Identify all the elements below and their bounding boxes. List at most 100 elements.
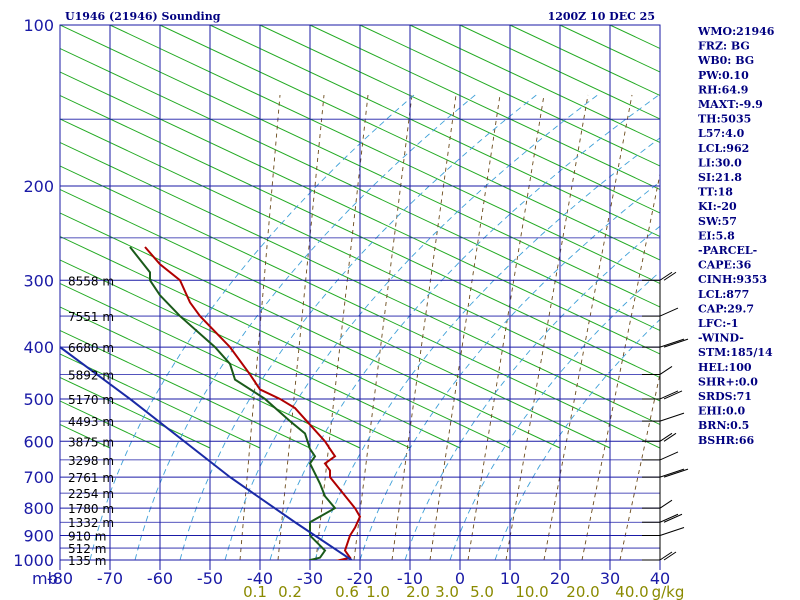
index-entry: MAXT:-9.9 <box>698 98 763 111</box>
moist-adiabat-line <box>224 94 598 560</box>
wind-barb <box>642 390 683 400</box>
height-label: 512 m <box>68 542 106 556</box>
y-tick-label: 1000 <box>13 551 54 570</box>
index-entry: SHR+:0.0 <box>698 375 758 388</box>
wind-barbs <box>642 271 689 561</box>
mixing-ratio-label: 10.0 <box>515 583 548 600</box>
x-tick-label: 0 <box>455 569 465 588</box>
wind-barb <box>642 551 677 561</box>
mixing-ratio-line <box>391 94 457 560</box>
moist-adiabat-line <box>404 225 660 560</box>
x-tick-label: -10 <box>397 569 423 588</box>
y-tick-label: 100 <box>23 16 54 35</box>
index-entry: WMO:21946 <box>697 25 775 38</box>
wind-barb-feather <box>663 513 683 523</box>
wind-barb-feather <box>663 338 689 348</box>
mixing-ratio-label: g/kg <box>652 583 685 600</box>
wind-barb-feather <box>663 271 677 281</box>
y-tick-label: 200 <box>23 177 54 196</box>
index-entry: BRN:0.5 <box>698 419 749 432</box>
height-label: 5170 m <box>68 393 114 407</box>
moist-adiabat-line <box>179 94 537 560</box>
mixing-ratio-line <box>505 94 589 560</box>
moist-adiabat-line <box>314 137 660 560</box>
height-label: 135 m <box>68 554 106 568</box>
x-tick-label: 40 <box>650 569 670 588</box>
wind-barb-feather <box>659 551 673 561</box>
wind-barb <box>642 307 679 317</box>
height-label: 1780 m <box>68 502 114 516</box>
height-label: 3875 m <box>68 435 114 449</box>
height-label: 2761 m <box>68 471 114 485</box>
x-tick-label: 20 <box>550 569 570 588</box>
index-entry: LI:30.0 <box>698 156 742 169</box>
index-entry: LCL:962 <box>698 142 749 155</box>
index-entry: FRZ: BG <box>698 40 750 53</box>
grid-lines <box>59 24 661 570</box>
mixing-ratio-line <box>467 94 545 560</box>
index-entry: SW:57 <box>698 215 737 228</box>
index-entry: CAP:29.7 <box>698 302 754 315</box>
moist-adiabat-line <box>494 318 660 560</box>
index-entry: STM:185/14 <box>698 346 773 359</box>
index-entry: SI:21.8 <box>698 171 742 184</box>
mixing-ratio-label: 2.0 <box>406 583 430 600</box>
pressure-unit-label: mb <box>32 569 58 588</box>
index-entry: TT:18 <box>698 186 733 199</box>
wind-barb-feather <box>659 527 685 536</box>
moist-adiabat-line <box>449 271 660 560</box>
height-label: 1332 m <box>68 516 114 530</box>
wind-barb-feather <box>663 551 677 561</box>
wind-barb-feather <box>659 390 679 400</box>
wind-barb-feather <box>659 513 679 523</box>
index-entry: LCL:877 <box>698 288 749 301</box>
wind-barb <box>642 271 677 281</box>
height-label: 8558 m <box>68 274 114 288</box>
wind-barb <box>642 432 677 442</box>
index-entry: L57:4.0 <box>698 127 745 140</box>
height-label: 910 m <box>68 530 106 544</box>
index-entry: BSHR:66 <box>698 434 754 447</box>
x-tick-label: -60 <box>147 569 173 588</box>
index-entry: EI:5.8 <box>698 229 735 242</box>
mixing-ratio-label: 0.6 <box>335 583 359 600</box>
index-entry: EHI:0.0 <box>698 405 745 418</box>
mixing-ratio-line <box>429 94 501 560</box>
height-label: 6680 m <box>68 341 114 355</box>
sounding-time: 1200Z 10 DEC 25 <box>548 10 655 23</box>
wind-barb-feather <box>663 390 683 400</box>
wind-barb <box>642 468 689 478</box>
index-entry: SRDS:71 <box>698 390 752 403</box>
y-tick-label: 300 <box>23 271 54 290</box>
mixing-ratio-label: 1.0 <box>366 583 390 600</box>
index-entry: CINH:9353 <box>698 273 767 286</box>
x-tick-label: -80 <box>47 569 73 588</box>
wind-barb <box>642 513 683 523</box>
y-tick-label: 400 <box>23 338 54 357</box>
wind-barb-feather <box>659 307 679 317</box>
moist-adiabat-line <box>359 181 660 560</box>
index-entry: PW:0.10 <box>698 69 749 82</box>
wind-barb <box>642 338 689 348</box>
height-label: 2254 m <box>68 487 114 501</box>
moist-adiabat-line <box>89 94 415 560</box>
mixing-ratio-label: 3.0 <box>435 583 459 600</box>
y-tick-label: 600 <box>23 432 54 451</box>
profile-series <box>60 246 362 560</box>
index-entry: -PARCEL- <box>698 244 757 257</box>
y-tick-label: 700 <box>23 468 54 487</box>
mixing-ratio-line <box>315 94 369 560</box>
mixing-ratio-line <box>277 94 325 560</box>
wind-barb <box>642 499 673 509</box>
wind-barb-feather <box>659 271 673 281</box>
wind-barb-feather <box>663 432 677 442</box>
y-tick-label: 900 <box>23 527 54 546</box>
mixing-ratio-label: 0.1 <box>243 583 267 600</box>
height-label: 5892 m <box>68 368 114 382</box>
wind-barb-feather <box>659 432 673 442</box>
height-label: 7551 m <box>68 310 114 324</box>
